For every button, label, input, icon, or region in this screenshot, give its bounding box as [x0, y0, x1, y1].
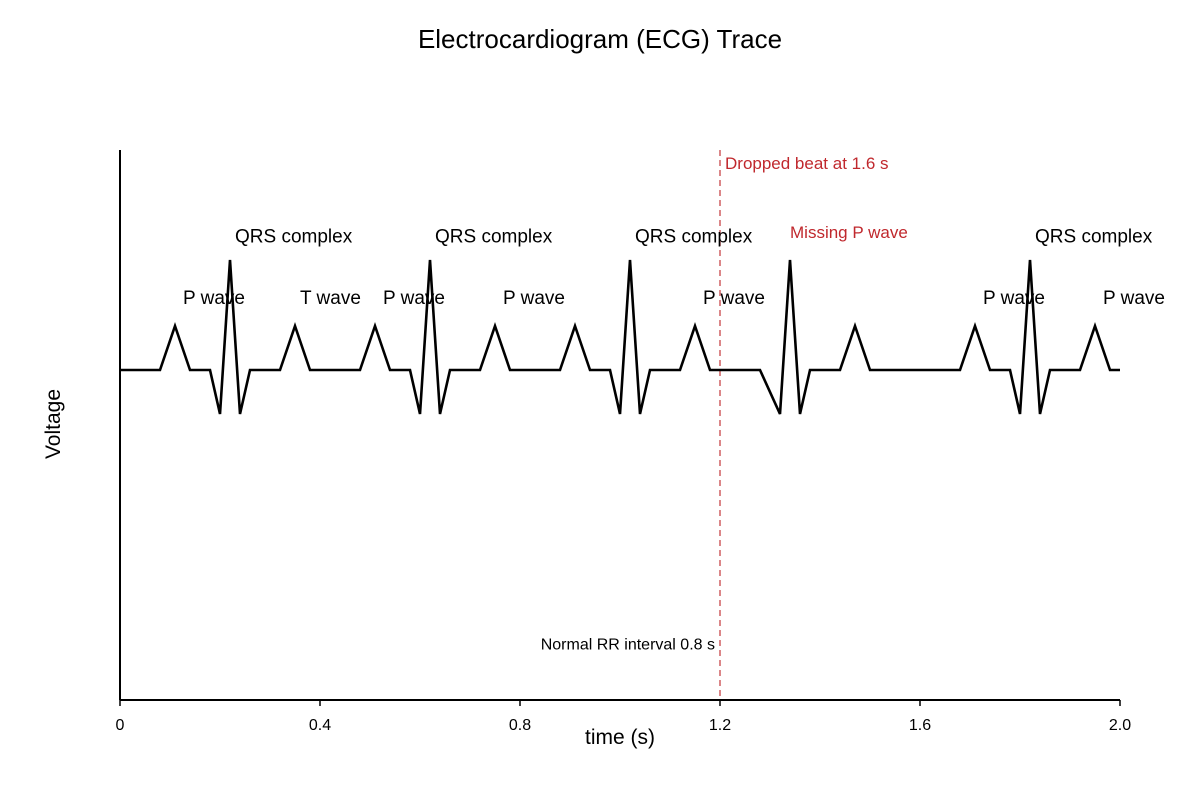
annotation-label: T wave — [300, 288, 361, 309]
annotation-label: P wave — [1103, 288, 1165, 309]
dropped-beat-label: Dropped beat at 1.6 s — [725, 154, 889, 173]
annotation-label: P wave — [503, 288, 565, 309]
annotation-label: Missing P wave — [790, 223, 908, 242]
x-axis-label: time (s) — [585, 726, 655, 749]
annotation-label: P wave — [183, 288, 245, 309]
annotation-label: QRS complex — [235, 226, 353, 247]
annotation-label: P wave — [983, 288, 1045, 309]
x-tick-label: 0.8 — [509, 717, 531, 734]
annotation-label: QRS complex — [435, 226, 553, 247]
annotations: P wave QRS complex T wave P wave QRS complex… — [183, 223, 1165, 653]
ecg-trace — [120, 259, 1120, 415]
x-tick-label: 2.0 — [1109, 717, 1131, 734]
annotation-label: P wave — [703, 288, 765, 309]
chart-title: Electrocardiogram (ECG) Trace — [417, 24, 783, 54]
annotation-label: QRS complex — [635, 226, 753, 247]
annotation-label: P wave — [383, 288, 445, 309]
y-axis-label: Voltage — [42, 388, 65, 460]
x-tick-label: 1.6 — [909, 717, 931, 734]
annotation-label: Normal RR interval 0.8 s — [541, 636, 715, 653]
x-tick-label: 0.4 — [309, 717, 331, 734]
x-tick-label: 0 — [116, 717, 125, 734]
ecg-line — [120, 259, 1120, 415]
axes: 0 0.4 0.8 1.2 1.6 2.0 — [116, 150, 1131, 734]
annotation-label: QRS complex — [1035, 226, 1153, 247]
x-tick-label: 1.2 — [709, 717, 731, 734]
dropped-beat-marker: Dropped beat at 1.6 s — [719, 150, 889, 700]
